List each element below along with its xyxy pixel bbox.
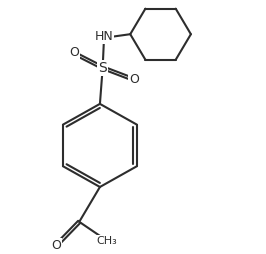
- Text: O: O: [130, 73, 139, 86]
- Text: HN: HN: [95, 30, 113, 43]
- Text: CH₃: CH₃: [97, 235, 117, 246]
- Text: O: O: [69, 46, 79, 59]
- Text: S: S: [98, 61, 107, 75]
- Text: O: O: [51, 240, 61, 252]
